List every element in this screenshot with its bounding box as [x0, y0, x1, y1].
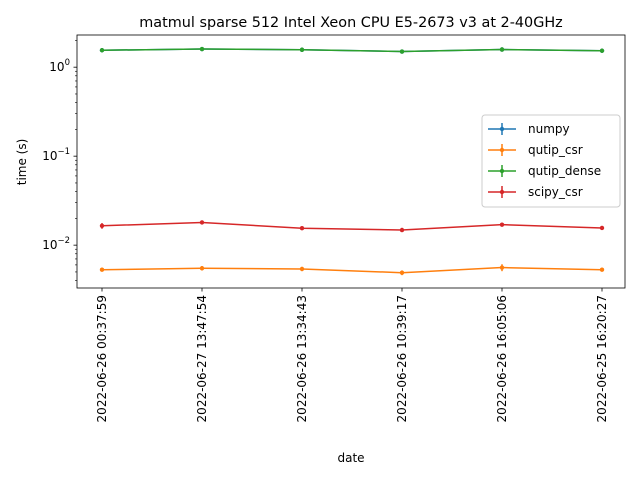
- data-point-qutip_dense-0: [99, 48, 105, 53]
- plot-area: [99, 46, 605, 276]
- x-tick-label-3: 2022-06-26 10:39:17: [395, 295, 409, 422]
- y-tick-label-1: 10−1: [42, 147, 70, 163]
- legend-box: [481, 114, 621, 208]
- data-point-scipy_csr-0: [99, 223, 105, 228]
- legend-marker-numpy: [499, 126, 505, 132]
- data-point-qutip_dense-1: [199, 46, 205, 52]
- y-tick-label-0: 10−2: [42, 236, 70, 252]
- data-point-qutip_csr-3: [399, 270, 405, 275]
- legend-label-scipy_csr: scipy_csr: [528, 185, 583, 199]
- x-tick-label-2: 2022-06-26 13:34:43: [295, 295, 309, 422]
- data-point-qutip_csr-1: [199, 266, 205, 271]
- data-point-scipy_csr-4: [499, 222, 505, 227]
- axes: 10−2 10−1 100 2022-06-26 00:37:59 2022-06-27…: [42, 34, 626, 422]
- data-point-scipy_csr-3: [399, 227, 405, 233]
- y-axis-label: time (s): [15, 139, 29, 186]
- series-line-qutip_csr: [101, 266, 603, 274]
- x-axis-label: date: [337, 451, 364, 465]
- data-point-qutip_dense-5: [599, 48, 605, 53]
- chart-title: matmul sparse 512 Intel Xeon CPU E5-2673…: [139, 15, 562, 31]
- legend-label-numpy: numpy: [528, 122, 570, 136]
- data-point-scipy_csr-1: [199, 220, 205, 225]
- series-line-qutip_dense: [101, 48, 603, 53]
- legend-label-qutip_csr: qutip_csr: [528, 143, 583, 157]
- x-tick-label-0: 2022-06-26 00:37:59: [95, 295, 109, 422]
- legend-marker-qutip_dense: [499, 168, 505, 174]
- legend-label-qutip_dense: qutip_dense: [528, 164, 601, 178]
- y-tick-label-2: 100: [49, 58, 70, 74]
- x-tick-label-1: 2022-06-27 13:47:54: [195, 295, 209, 422]
- x-tick-label-4: 2022-06-26 16:05:06: [495, 295, 509, 422]
- data-point-qutip_dense-3: [399, 49, 405, 54]
- legend-marker-scipy_csr: [499, 189, 505, 195]
- axes-frame: [76, 34, 626, 289]
- data-point-qutip_csr-4: [499, 265, 505, 270]
- data-point-scipy_csr-5: [599, 225, 605, 231]
- data-point-scipy_csr-2: [299, 226, 305, 231]
- x-tick-label-5: 2022-06-25 16:20:27: [595, 295, 609, 422]
- data-point-qutip_dense-2: [299, 47, 305, 52]
- data-point-qutip_csr-0: [99, 267, 105, 272]
- legend-marker-qutip_csr: [499, 147, 505, 153]
- series-line-scipy_csr: [101, 221, 603, 231]
- data-point-qutip_dense-4: [499, 47, 505, 52]
- legend: numpy qutip_csr qutip_dense scipy_csr: [481, 114, 621, 208]
- data-point-qutip_csr-5: [599, 267, 605, 272]
- data-point-qutip_csr-2: [299, 266, 305, 272]
